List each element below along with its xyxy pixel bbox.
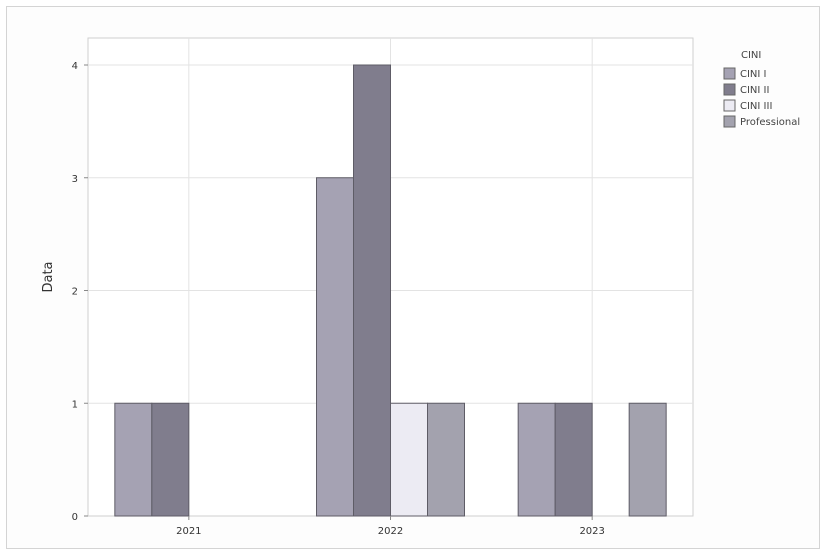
bar-cini-i-2022 <box>316 177 354 517</box>
legend-swatch <box>723 83 736 96</box>
x-tick-label: 2022 <box>378 526 403 537</box>
y-tick-label: 0 <box>72 512 78 523</box>
legend-label: Professional <box>740 117 800 128</box>
bar-cini-i-2023 <box>517 402 556 517</box>
bar-cini-i-2021 <box>114 402 153 517</box>
bar-professional-2022 <box>427 402 465 517</box>
x-tick-label: 2023 <box>579 526 604 537</box>
legend-swatch <box>723 115 736 128</box>
bar-cini-ii-2021 <box>151 402 190 517</box>
legend-label: CINI III <box>740 101 772 112</box>
y-axis-title: Data <box>41 261 56 292</box>
legend-title: CINI <box>741 50 761 61</box>
y-tick-label: 1 <box>72 399 78 410</box>
legend-label: CINI I <box>740 69 767 80</box>
x-tick-label: 2021 <box>176 526 201 537</box>
x-tick-labels: 2021 2022 2023 <box>176 516 605 537</box>
bars <box>114 64 667 517</box>
y-tick-labels: 0 1 2 3 4 <box>72 61 88 523</box>
bar-professional-2023 <box>628 402 667 517</box>
bar-cini-ii-2023 <box>554 402 593 517</box>
bar-cini-ii-2022 <box>353 64 391 517</box>
bar-cini-iii-2022 <box>390 402 428 517</box>
y-tick-label: 4 <box>72 61 78 72</box>
legend: CINI CINI I CINI II CINI III Professional <box>723 50 800 128</box>
legend-label: CINI II <box>740 85 769 96</box>
legend-swatch <box>723 99 736 112</box>
legend-swatch <box>723 67 736 80</box>
y-tick-label: 2 <box>72 287 78 298</box>
y-tick-label: 3 <box>72 174 78 185</box>
